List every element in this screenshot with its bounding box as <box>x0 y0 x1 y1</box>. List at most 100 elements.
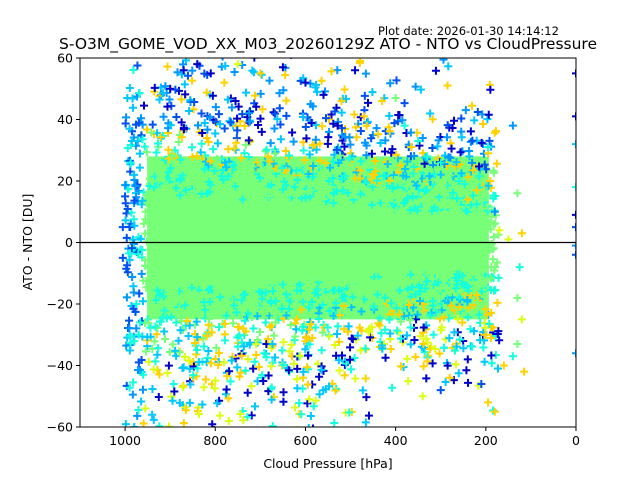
scatter-point <box>455 335 464 344</box>
scatter-point <box>403 157 412 166</box>
scatter-point <box>121 216 130 225</box>
scatter-point <box>253 312 262 321</box>
scatter-point <box>328 174 337 183</box>
scatter-point <box>137 355 146 364</box>
scatter-point <box>297 410 306 419</box>
scatter-point <box>148 199 157 208</box>
scatter-point <box>284 304 293 313</box>
scatter-point <box>396 334 405 343</box>
scatter-point <box>449 116 458 125</box>
scatter-point <box>243 412 252 421</box>
scatter-point <box>133 411 142 420</box>
scatter-point <box>305 303 314 312</box>
scatter-point <box>167 429 175 437</box>
scatter-point <box>378 229 387 238</box>
scatter-point <box>370 191 379 200</box>
scatter-point <box>191 289 200 298</box>
scatter-point <box>436 180 445 189</box>
scatter-point <box>291 403 300 412</box>
scatter-point <box>445 197 454 206</box>
scatter-point <box>308 141 317 150</box>
scatter-point <box>181 90 190 99</box>
scatter-point <box>353 285 362 294</box>
scatter-point <box>513 293 522 302</box>
scatter-point <box>289 137 298 146</box>
scatter-point <box>196 148 205 157</box>
scatter-point <box>192 152 201 161</box>
scatter-point <box>495 336 504 345</box>
scatter-point <box>271 277 280 286</box>
scatter-point <box>183 218 192 227</box>
scatter-point <box>210 166 219 175</box>
scatter-point <box>347 303 356 312</box>
scatter-point <box>164 361 173 370</box>
scatter-point <box>413 310 422 319</box>
scatter-point <box>255 302 264 311</box>
scatter-point <box>307 320 316 329</box>
scatter-point <box>193 333 202 342</box>
scatter-point <box>194 204 203 213</box>
scatter-point <box>138 196 147 205</box>
scatter-point <box>260 307 269 316</box>
scatter-point <box>457 169 466 178</box>
scatter-point <box>387 148 396 157</box>
scatter-point <box>188 76 197 85</box>
scatter-point <box>282 190 291 199</box>
scatter-point <box>172 232 181 241</box>
scatter-point <box>477 138 486 147</box>
scatter-point <box>380 171 389 180</box>
scatter-point <box>178 222 187 231</box>
scatter-point <box>205 195 214 204</box>
scatter-point <box>313 163 322 172</box>
scatter-point <box>200 264 209 273</box>
scatter-point <box>354 185 363 194</box>
scatter-point <box>260 255 269 264</box>
scatter-point <box>232 198 241 207</box>
scatter-point <box>465 220 474 229</box>
scatter-point <box>122 264 131 273</box>
scatter-point <box>411 82 420 91</box>
scatter-point <box>187 268 196 277</box>
scatter-point <box>426 311 435 320</box>
scatter-point <box>194 358 203 367</box>
scatter-point <box>446 242 455 251</box>
scatter-point <box>434 252 443 261</box>
scatter-point <box>451 274 460 283</box>
scatter-point <box>447 233 456 242</box>
scatter-point <box>248 162 257 171</box>
scatter-point <box>128 103 137 112</box>
scatter-point <box>139 419 148 427</box>
scatter-point <box>132 324 141 333</box>
scatter-point <box>481 211 490 220</box>
scatter-point <box>179 66 188 75</box>
scatter-point <box>193 60 202 69</box>
scatter-point <box>466 127 475 136</box>
scatter-point <box>197 109 206 118</box>
scatter-point <box>415 260 424 269</box>
scatter-point <box>411 174 420 183</box>
scatter-point <box>125 124 134 133</box>
scatter-point <box>333 66 342 75</box>
scatter-point <box>375 314 384 323</box>
scatter-point <box>299 146 308 155</box>
scatter-point <box>390 119 399 128</box>
scatter-point <box>132 300 141 308</box>
scatter-point <box>319 229 328 238</box>
scatter-point <box>186 380 195 389</box>
scatter-point <box>477 255 486 264</box>
scatter-point <box>209 208 218 217</box>
scatter-point <box>453 236 462 245</box>
scatter-point <box>414 283 423 292</box>
scatter-point <box>378 344 387 353</box>
scatter-point <box>320 260 329 269</box>
scatter-point <box>265 76 274 85</box>
scatter-point <box>318 328 327 337</box>
scatter-point <box>237 338 246 347</box>
scatter-point <box>469 191 478 200</box>
scatter-point <box>487 262 496 271</box>
scatter-point <box>410 254 419 263</box>
scatter-point <box>427 234 436 243</box>
scatter-point <box>163 62 172 71</box>
scatter-point <box>301 345 310 354</box>
scatter-point <box>256 174 265 183</box>
